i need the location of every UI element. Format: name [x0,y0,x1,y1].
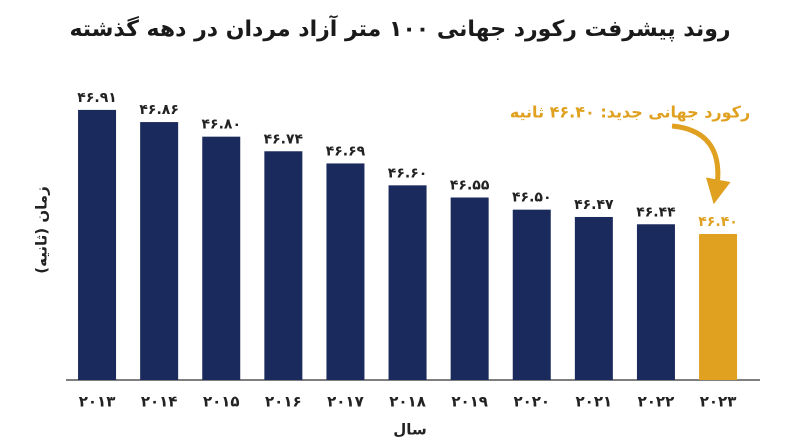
bar [326,163,365,380]
x-tick-label: ۲۰۱۵ [203,393,240,411]
bar [202,136,241,380]
value-label: ۴۶.۴۷ [574,197,614,213]
x-tick-label: ۲۰۲۰ [513,393,550,411]
x-axis-label: سال [393,421,426,439]
x-tick-label: ۲۰۱۸ [389,393,426,411]
value-label: ۴۶.۵۰ [512,190,552,206]
x-tick-label: ۲۰۲۲ [638,393,675,411]
value-label: ۴۶.۸۰ [202,117,242,133]
bar [78,109,117,381]
x-tick-label: ۲۰۱۴ [141,393,178,411]
value-label: ۴۶.۷۴ [264,131,304,147]
bar [699,234,738,380]
bar [636,224,675,380]
x-tick-label: ۲۰۱۷ [327,393,364,411]
bar [264,151,303,380]
value-label: ۴۶.۸۶ [139,102,179,118]
value-label: ۴۶.۴۴ [636,204,676,220]
bar [140,122,179,381]
value-label: ۴۶.۶۰ [388,165,428,181]
bar [512,209,551,380]
bar [450,197,489,380]
annotation: رکورد جهانی جدید: ۴۶.۴۰ ثانیه [510,103,750,122]
bar [574,216,613,380]
bar [388,185,427,380]
value-label: ۴۶.۶۹ [326,143,366,159]
chart-title: روند پیشرفت رکورد جهانی ۱۰۰ متر آزاد مرد… [69,14,730,42]
x-tick-label: ۲۰۱۹ [451,393,488,411]
x-tick-label: ۲۰۲۱ [576,393,613,411]
value-label: ۴۶.۹۱ [77,90,117,106]
x-tick-label: ۲۰۱۳ [79,393,116,411]
x-tick-label: ۲۰۱۶ [265,393,302,411]
y-axis-label: زمان (ثانیه) [33,186,51,273]
x-tick-label: ۲۰۲۳ [700,393,737,411]
annotation-arrow [671,123,731,205]
value-label: ۴۶.۵۵ [450,178,490,194]
value-label: ۴۶.۴۰ [698,214,738,230]
